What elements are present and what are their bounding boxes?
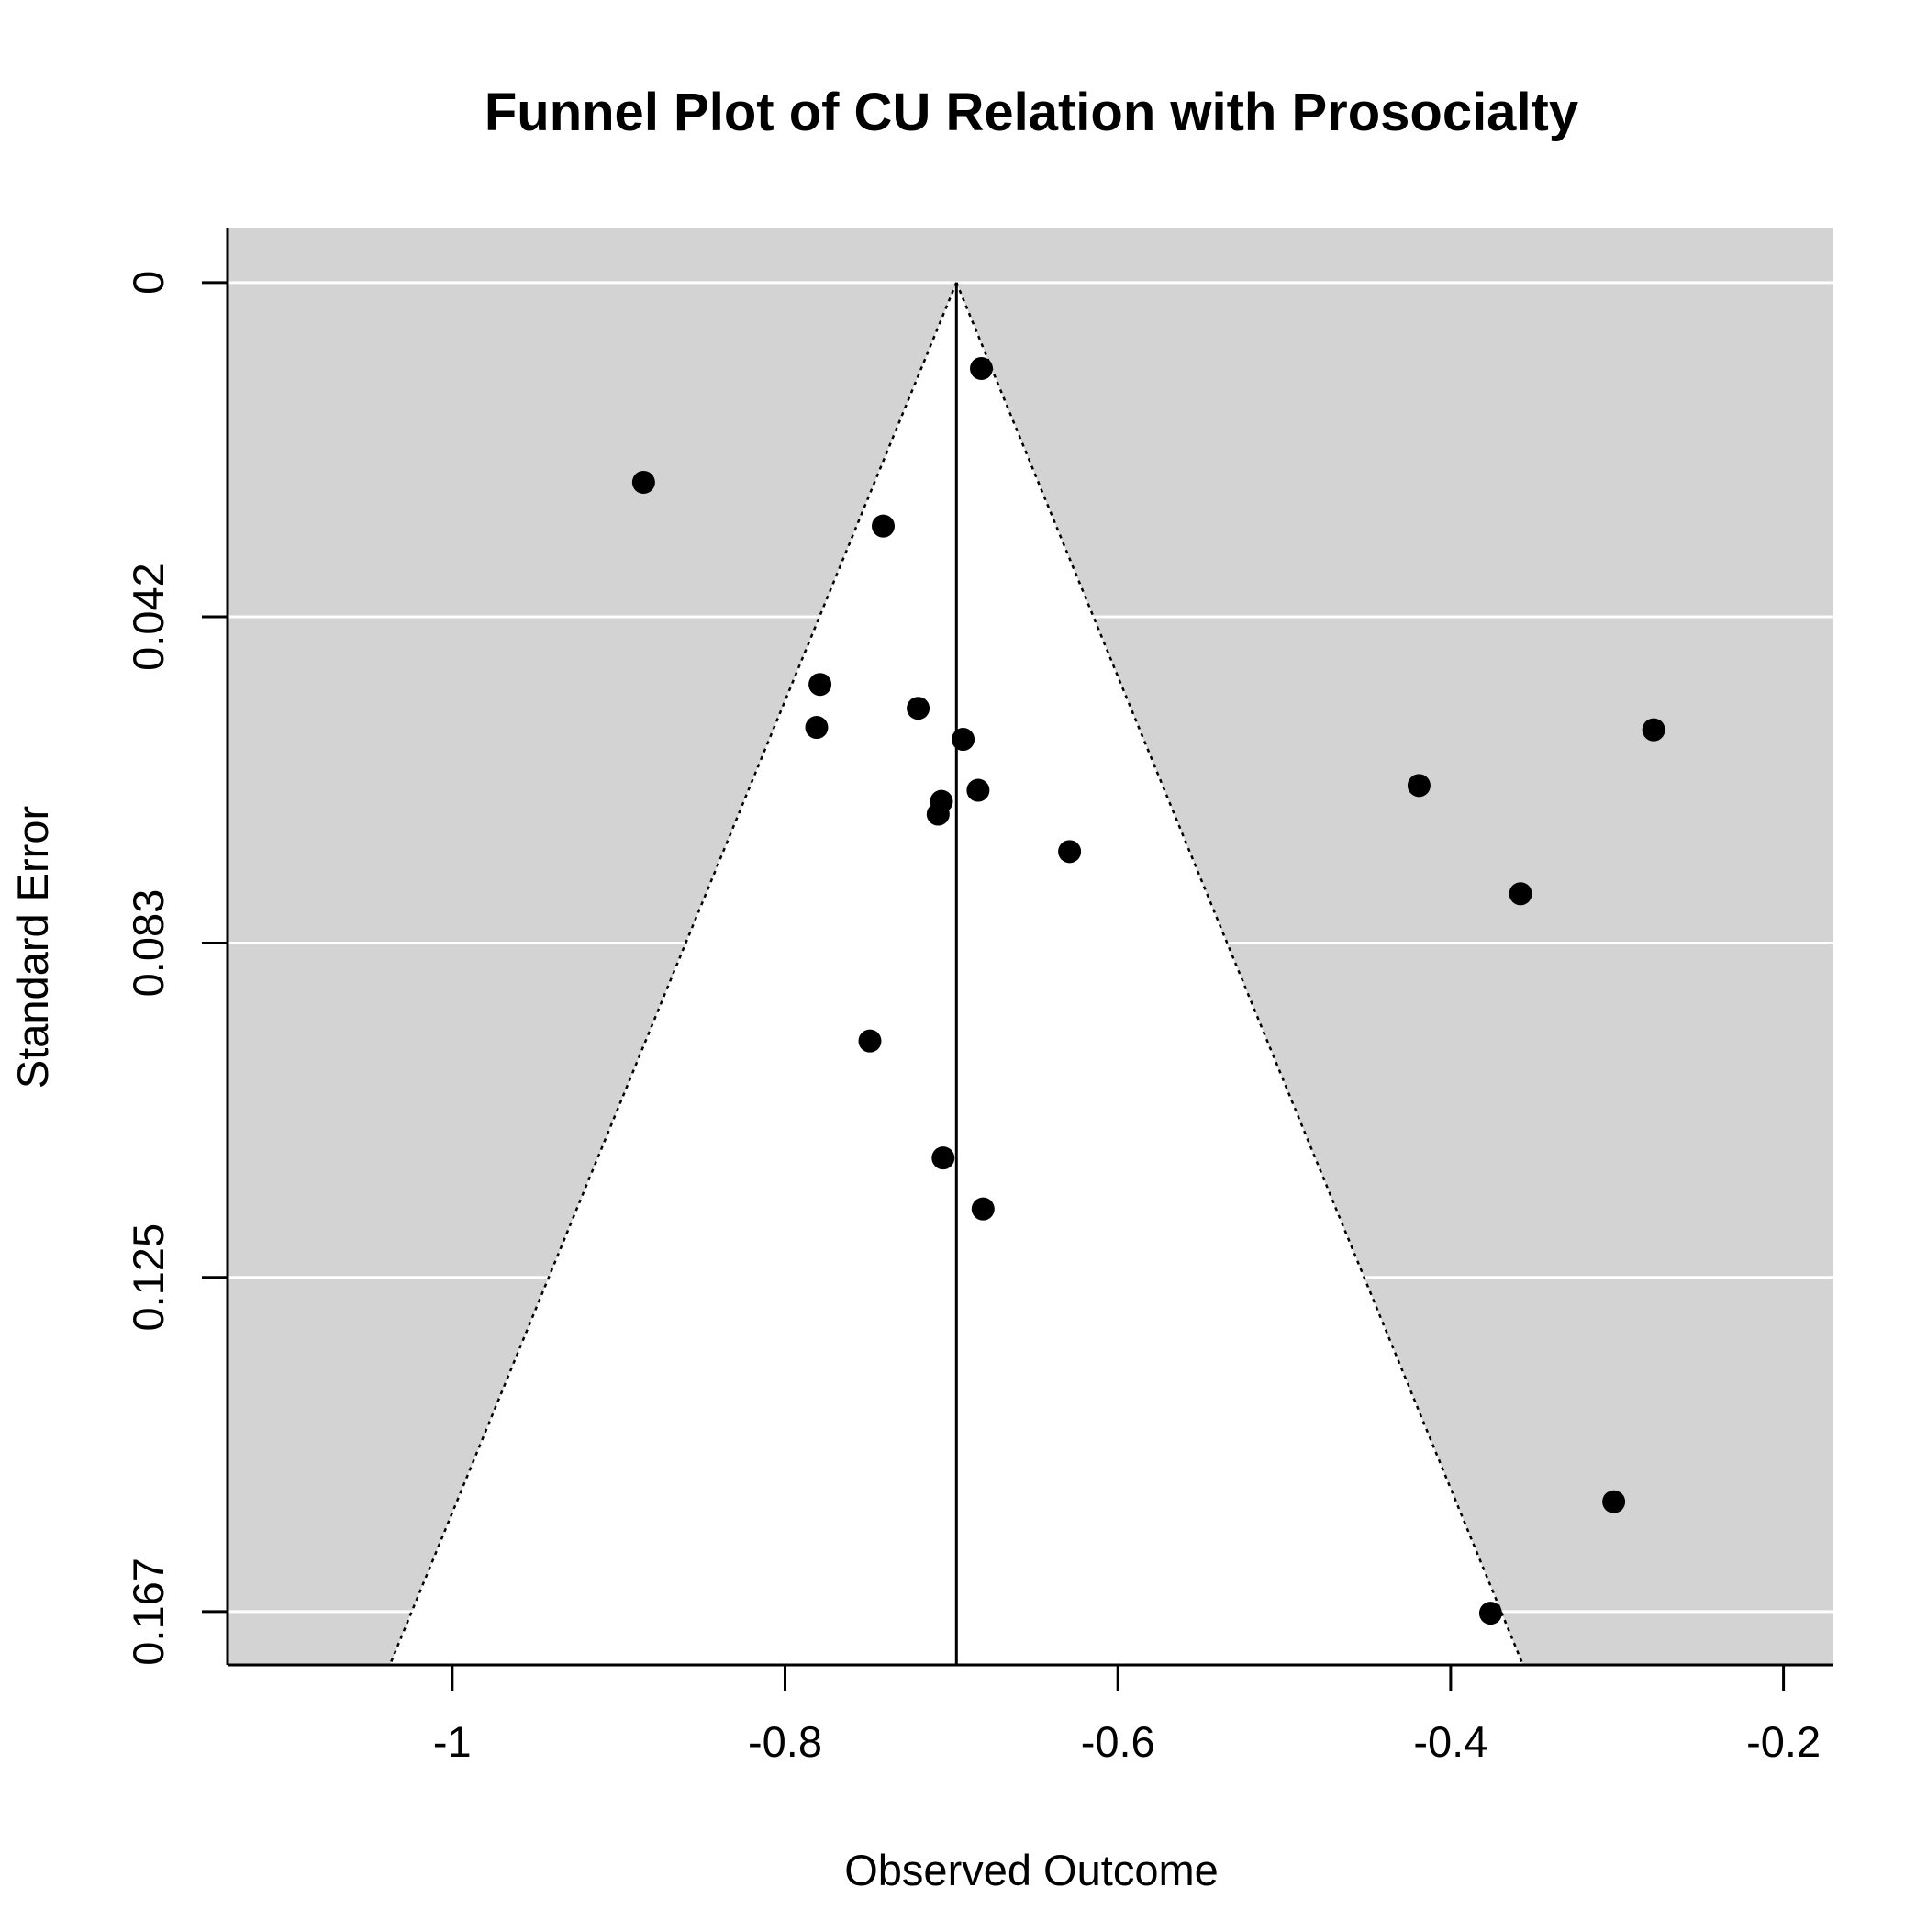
- data-point-17: [1602, 1490, 1626, 1513]
- data-point-3: [808, 673, 832, 697]
- data-point-15: [931, 1146, 955, 1170]
- x-tick-label-2: -0.6: [1081, 1717, 1155, 1766]
- y-tick-label-0: 0: [124, 271, 173, 295]
- data-point-9: [926, 802, 950, 826]
- data-point-11: [1642, 718, 1665, 742]
- data-point-14: [858, 1029, 882, 1053]
- y-tick-label-2: 0.083: [124, 889, 173, 998]
- data-point-1: [631, 470, 655, 494]
- data-point-10: [1407, 774, 1431, 798]
- data-point-13: [1509, 882, 1532, 906]
- data-point-5: [805, 716, 829, 740]
- funnel-right-boundary: [955, 282, 1524, 1666]
- data-point-12: [1058, 840, 1082, 864]
- data-point-18: [1478, 1602, 1502, 1625]
- data-point-16: [971, 1197, 995, 1221]
- data-point-4: [907, 697, 930, 720]
- data-point-2: [872, 514, 896, 538]
- data-point-7: [966, 778, 990, 802]
- funnel-left-boundary: [388, 282, 958, 1666]
- y-tick-label-3: 0.125: [124, 1223, 173, 1332]
- x-axis-label: Observed Outcome: [844, 1846, 1219, 1894]
- plot-area: [202, 228, 1833, 1691]
- y-axis-label: Standard Error: [8, 806, 57, 1089]
- chart-title: Funnel Plot of CU Relation with Prosocia…: [485, 83, 1578, 142]
- x-tick-label-1: -0.8: [748, 1717, 822, 1766]
- x-tick-label-3: -0.4: [1413, 1717, 1487, 1766]
- y-tick-label-4: 0.167: [124, 1558, 173, 1666]
- x-tick-label-4: -0.2: [1746, 1717, 1821, 1766]
- y-tick-label-1: 0.042: [124, 563, 173, 671]
- data-point-6: [952, 728, 975, 752]
- data-point-0: [970, 356, 994, 380]
- x-tick-label-0: -1: [433, 1717, 472, 1766]
